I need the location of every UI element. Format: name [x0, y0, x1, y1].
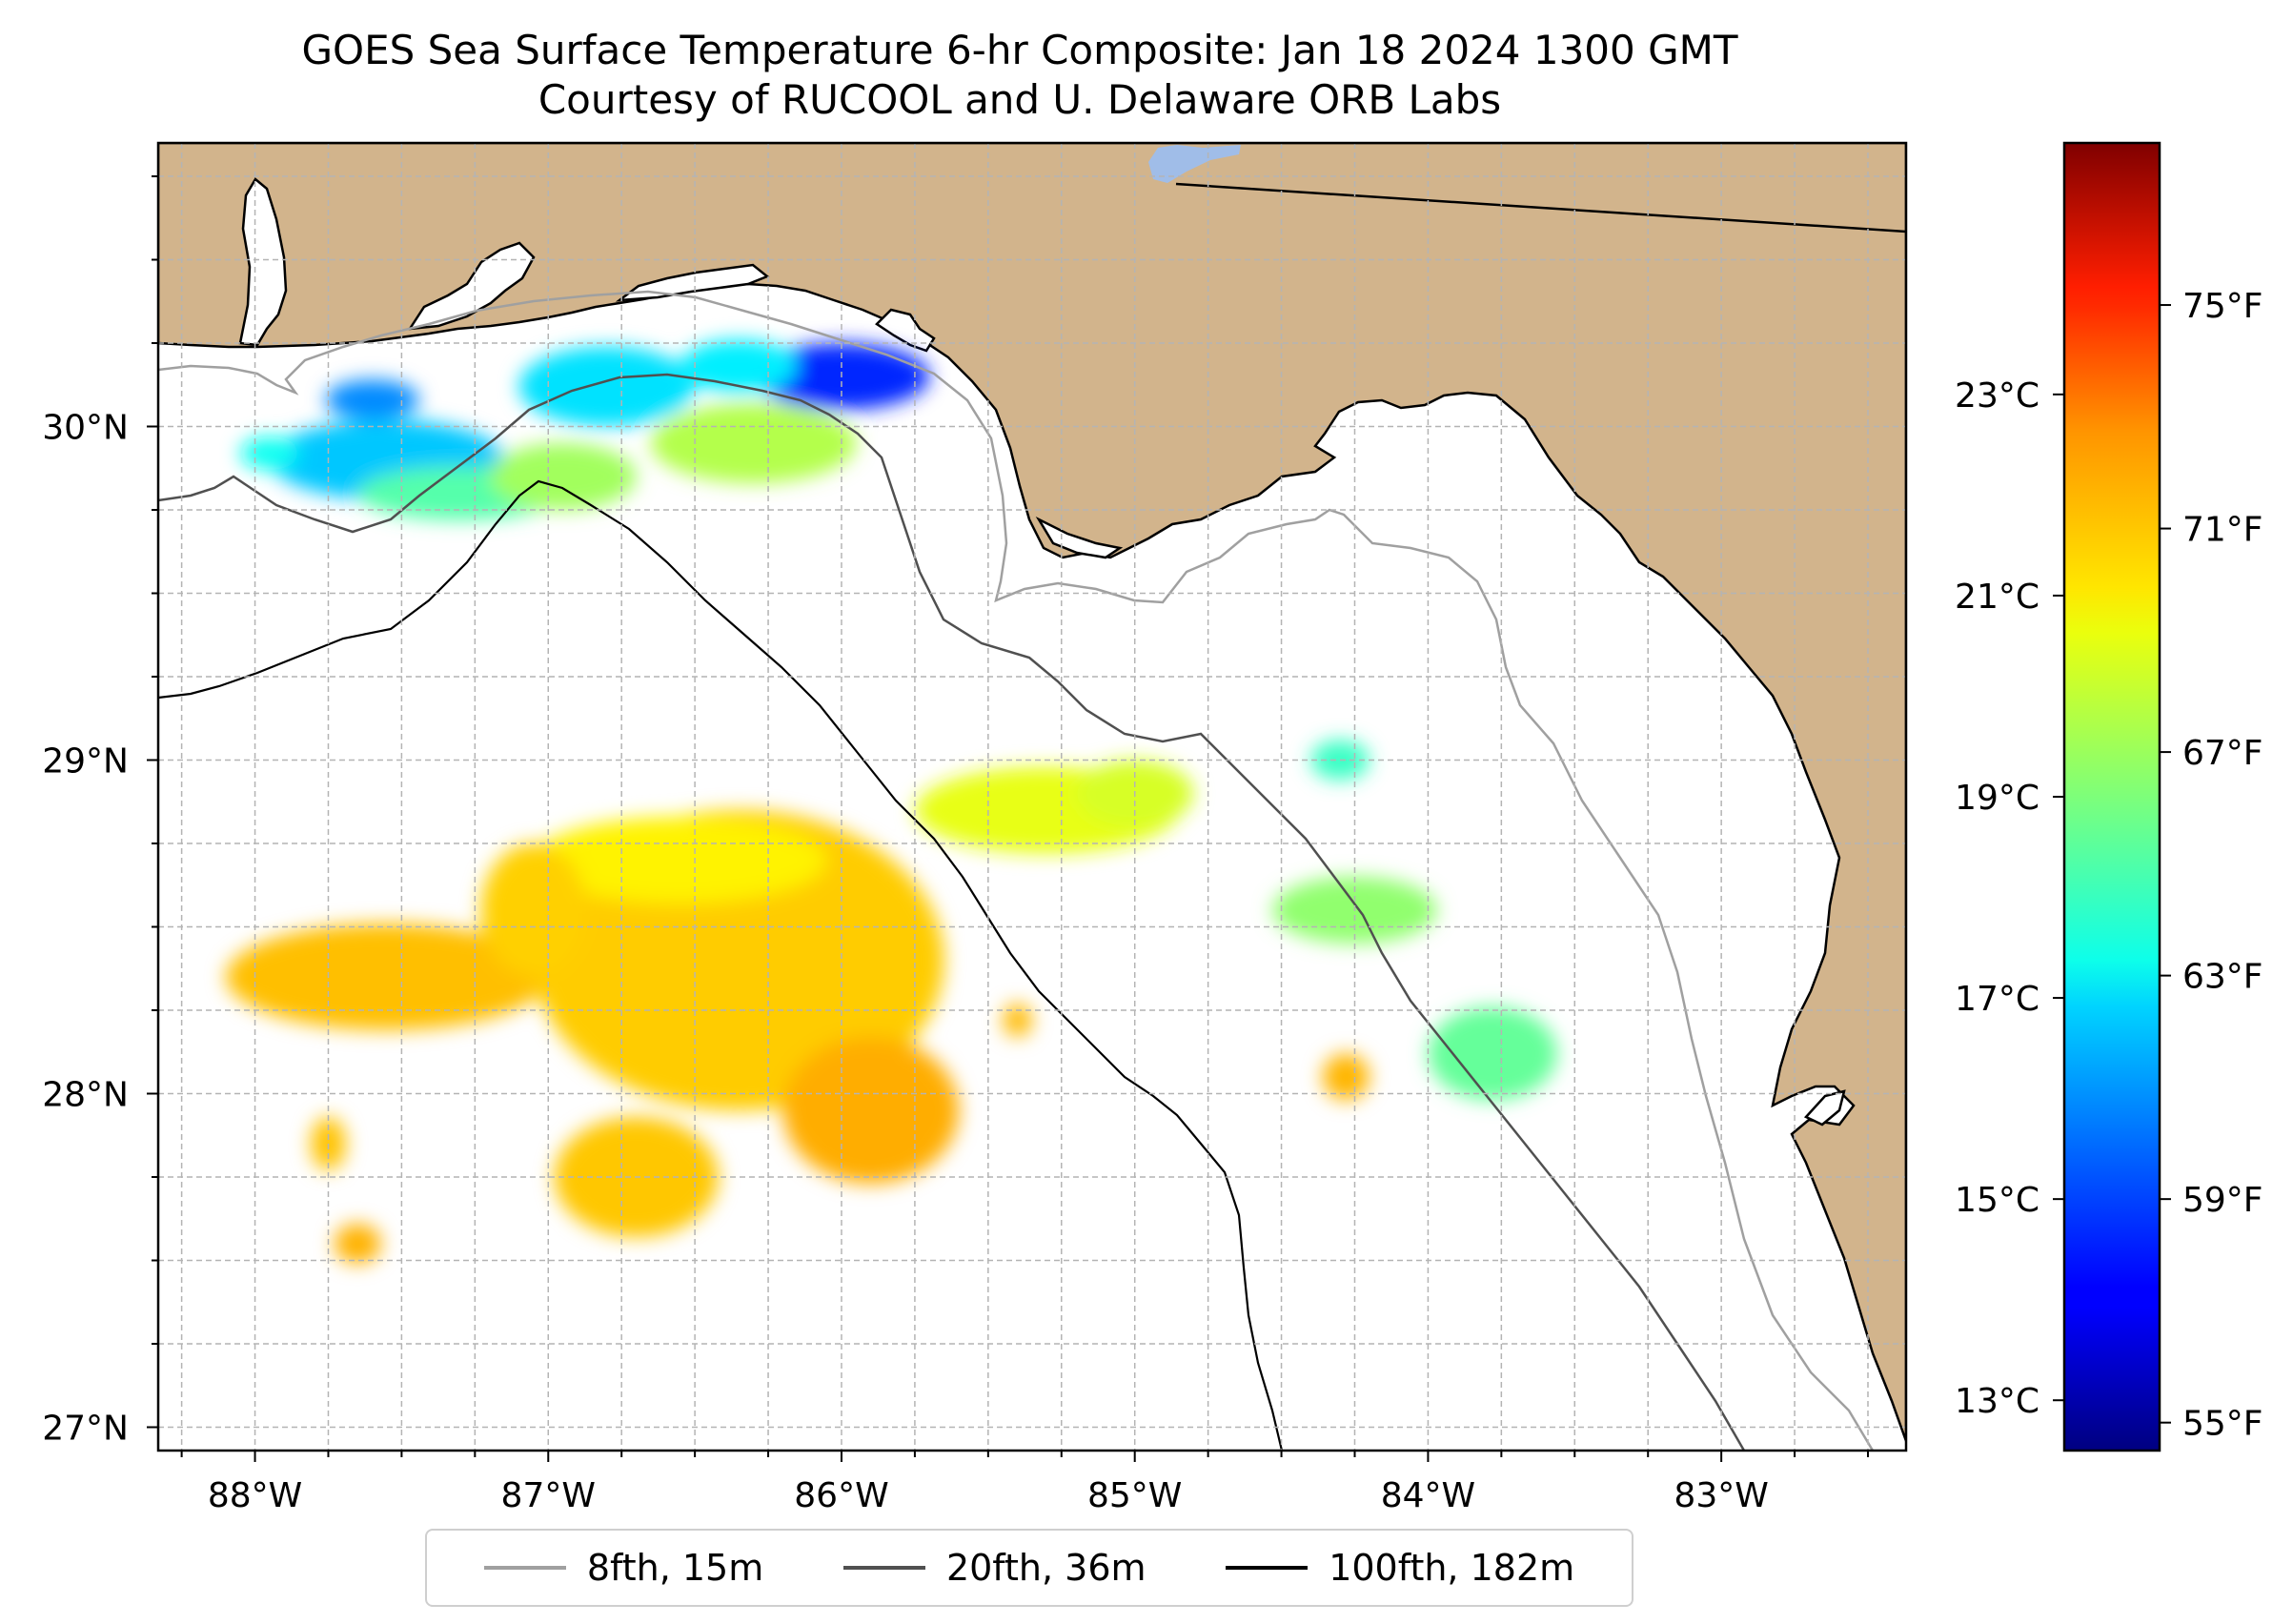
legend-label: 100fth, 182m	[1329, 1547, 1575, 1589]
sst-patch	[518, 346, 696, 427]
sst-patch	[240, 436, 299, 470]
lake	[1148, 145, 1241, 183]
legend-item-8fth: 8fth, 15m	[483, 1547, 764, 1589]
colorbar-f-label: 71°F	[2182, 511, 2263, 550]
sst-patch	[1322, 1053, 1370, 1101]
colorbar-c-label: 13°C	[1955, 1382, 2039, 1421]
gridlines	[158, 143, 1906, 1451]
legend-item-20fth: 20fth, 36m	[842, 1547, 1146, 1589]
lat-tick-label: 29°N	[42, 742, 129, 782]
lat-tick-label: 28°N	[42, 1076, 129, 1115]
colorbar-c-label: 21°C	[1955, 578, 2039, 617]
isobath-182m	[158, 479, 1284, 1451]
colorbar-f-label: 55°F	[2182, 1405, 2263, 1444]
sst-patch	[325, 379, 419, 420]
pensacola-bay	[407, 241, 536, 331]
sst-patch	[782, 1037, 960, 1184]
lon-tick-label: 86°W	[794, 1476, 888, 1515]
legend-swatch	[1226, 1566, 1309, 1570]
lon-tick-label: 85°W	[1087, 1476, 1182, 1515]
isobath-legend: 8fth, 15m 20fth, 36m 100fth, 182m	[425, 1529, 1634, 1607]
legend-swatch	[483, 1566, 566, 1570]
colorbar-c-label: 15°C	[1955, 1181, 2039, 1220]
lon-tick-label: 88°W	[208, 1476, 302, 1515]
state-boundary	[1175, 182, 1906, 233]
legend-label: 20fth, 36m	[945, 1547, 1146, 1589]
map-subtitle: Courtesy of RUCOOL and U. Delaware ORB L…	[538, 76, 1502, 123]
sst-patch	[334, 1224, 381, 1264]
choctawhatchee-bay	[615, 263, 770, 302]
lon-tick-label: 83°W	[1674, 1476, 1768, 1515]
colorbar-ticks: 75°F 71°F 67°F 63°F 59°F 55°F 23°C 21°C 19°C 17°C…	[1955, 287, 2263, 1444]
lat-tick-label: 27°N	[42, 1410, 129, 1449]
colorbar-f-label: 63°F	[2182, 958, 2263, 997]
legend-swatch	[842, 1566, 925, 1570]
colorbar-f-label: 67°F	[2182, 734, 2263, 773]
sst-patch	[489, 443, 637, 510]
colorbar-c-label: 23°C	[1955, 376, 2039, 416]
apalachicola-bay	[1035, 516, 1124, 559]
sst-patch	[1003, 1004, 1033, 1037]
map-frame	[156, 141, 1908, 1452]
colorbar-f-label: 75°F	[2182, 287, 2263, 326]
colorbar	[2062, 141, 2161, 1452]
sst-patch	[225, 924, 549, 1030]
lon-tick-label: 84°W	[1381, 1476, 1475, 1515]
lon-tick-label: 87°W	[501, 1476, 596, 1515]
legend-item-100fth: 100fth, 182m	[1226, 1547, 1574, 1589]
colorbar-f-label: 59°F	[2182, 1181, 2263, 1220]
map-title: GOES Sea Surface Temperature 6-hr Compos…	[301, 27, 1738, 73]
map-axes: 88°W 87°W 86°W 85°W 84°W 83°W 30°N 29°N 28°N 27°N	[42, 175, 1869, 1515]
sst-patch	[1428, 1006, 1557, 1101]
legend-label: 8fth, 15m	[586, 1547, 764, 1589]
sst-layer	[225, 339, 1557, 1264]
sst-patch	[533, 817, 827, 903]
isobath-15m	[158, 290, 1875, 1451]
st-andrew-bay	[875, 308, 936, 353]
colorbar-c-label: 17°C	[1955, 980, 2039, 1019]
colorbar-c-label: 19°C	[1955, 779, 2039, 818]
sst-patch	[480, 843, 587, 977]
lat-tick-label: 30°N	[42, 409, 129, 448]
isobath-36m	[158, 373, 1746, 1451]
mobile-bay	[238, 177, 288, 347]
land-mass	[158, 143, 1906, 1442]
sst-patch	[650, 403, 857, 483]
tampa-bay	[1803, 1089, 1846, 1127]
